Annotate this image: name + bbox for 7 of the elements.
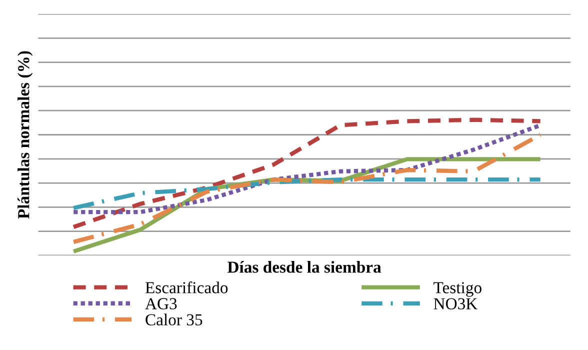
legend-label: Escarificado bbox=[145, 281, 228, 294]
legend-label: Testigo bbox=[434, 282, 482, 297]
legend-label: Calor 35 bbox=[146, 314, 202, 326]
legend-label: NO3K bbox=[434, 298, 478, 310]
x-axis-title: Días desde la siembra bbox=[228, 261, 382, 273]
y-axis-title: Plántulas normales (%) bbox=[18, 51, 33, 219]
legend-label: AG3 bbox=[145, 298, 177, 310]
